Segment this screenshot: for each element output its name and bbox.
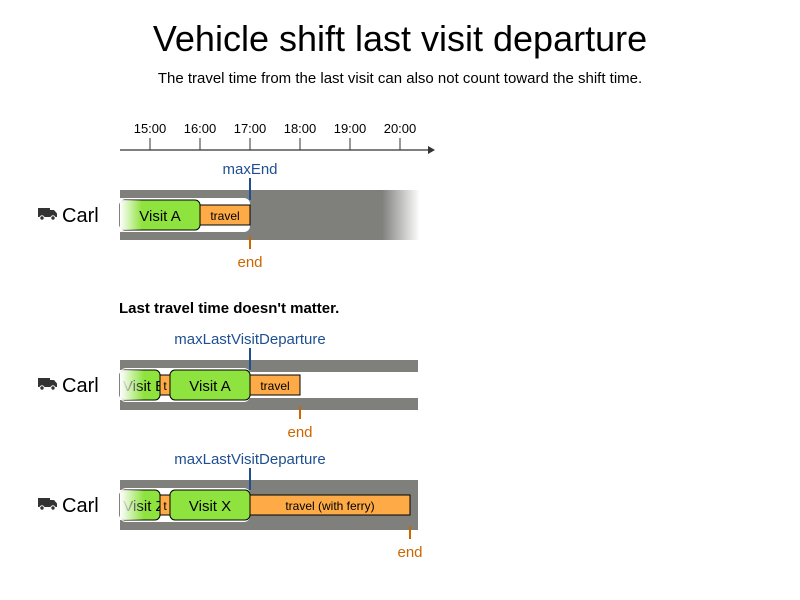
end-label: end bbox=[237, 254, 262, 271]
limit-label: maxEnd bbox=[222, 161, 277, 178]
visit-label: Visit A bbox=[139, 208, 180, 225]
vehicle-name: Carl bbox=[62, 495, 99, 517]
travel-label: t bbox=[163, 499, 167, 513]
travel-label: travel (with ferry) bbox=[285, 499, 374, 513]
vehicle-name: Carl bbox=[62, 375, 99, 397]
end-label: end bbox=[397, 544, 422, 561]
page-subtitle: The travel time from the last visit can … bbox=[157, 70, 643, 87]
end-label: end bbox=[287, 424, 312, 441]
travel-label: t bbox=[163, 379, 167, 393]
travel-block bbox=[249, 374, 301, 396]
truck-icon bbox=[37, 377, 58, 391]
row-1: Visit A travel maxEnd end Carl bbox=[37, 161, 420, 271]
axis-tick-label: 16:00 bbox=[184, 121, 217, 136]
axis-tick-label: 17:00 bbox=[234, 121, 267, 136]
travel-block bbox=[249, 494, 411, 516]
row-3: Visit Z t Visit X travel (with ferry) ma… bbox=[37, 451, 423, 561]
truck-icon bbox=[37, 207, 58, 221]
axis-tick-label: 15:00 bbox=[134, 121, 167, 136]
page-title: Vehicle shift last visit departure bbox=[152, 18, 648, 59]
section-note: Last travel time doesn't matter. bbox=[119, 300, 340, 317]
time-axis: 15:00 16:00 17:00 18:00 19:00 20:00 bbox=[120, 121, 435, 154]
row-2: Visit E t Visit A travel maxLastVisitDep… bbox=[37, 331, 418, 441]
travel-block bbox=[199, 204, 251, 226]
travel-label: travel bbox=[260, 379, 289, 393]
axis-tick-label: 20:00 bbox=[384, 121, 417, 136]
travel-label: travel bbox=[210, 209, 239, 223]
visit-label: Visit A bbox=[189, 378, 230, 395]
limit-label: maxLastVisitDeparture bbox=[174, 451, 325, 468]
axis-tick-label: 18:00 bbox=[284, 121, 317, 136]
visit-label: Visit X bbox=[189, 498, 231, 515]
truck-icon bbox=[37, 497, 58, 511]
vehicle-name: Carl bbox=[62, 205, 99, 227]
axis-tick-label: 19:00 bbox=[334, 121, 367, 136]
limit-label: maxLastVisitDeparture bbox=[174, 331, 325, 348]
